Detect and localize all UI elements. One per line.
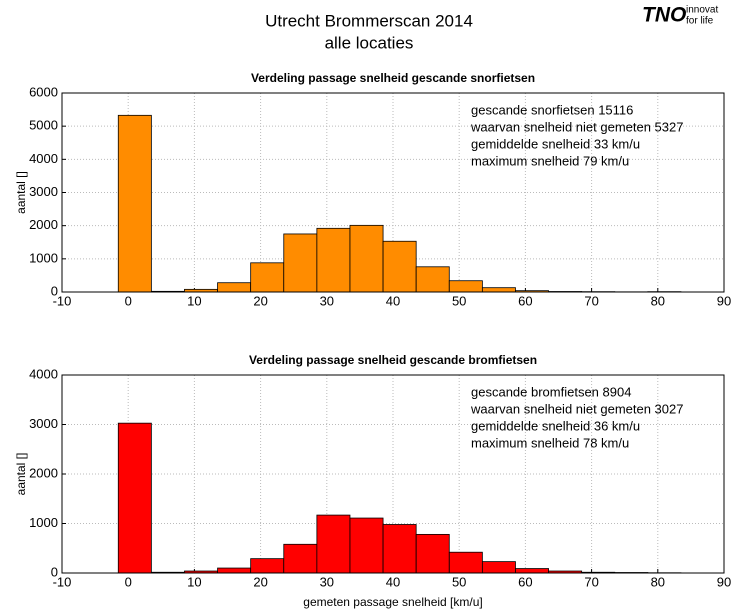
x-tick-label: -10 bbox=[53, 574, 72, 589]
y-tick-label: 1000 bbox=[29, 250, 58, 265]
x-tick-label: 30 bbox=[320, 293, 334, 308]
y-tick-label: 1000 bbox=[29, 515, 58, 530]
x-tick-label: 30 bbox=[320, 574, 334, 589]
bar bbox=[481, 287, 516, 293]
x-tick-label: 80 bbox=[651, 293, 665, 308]
bar bbox=[515, 568, 549, 574]
bar bbox=[448, 551, 483, 574]
x-tick-label: -10 bbox=[53, 293, 72, 308]
y-tick-label: 2000 bbox=[29, 217, 58, 232]
bar bbox=[316, 514, 351, 574]
chart-title: Verdeling passage snelheid gescande brom… bbox=[249, 353, 537, 367]
annotation: maximum snelheid 78 km/u bbox=[471, 435, 629, 450]
x-tick-label: 10 bbox=[187, 293, 201, 308]
x-tick-label: 70 bbox=[584, 574, 598, 589]
bar bbox=[415, 266, 450, 293]
x-tick-label: 60 bbox=[518, 574, 532, 589]
y-tick-label: 4000 bbox=[29, 366, 58, 381]
bar bbox=[283, 233, 318, 293]
x-tick-label: 10 bbox=[187, 574, 201, 589]
annotation: waarvan snelheid niet gemeten 3027 bbox=[470, 401, 683, 416]
x-tick-label: 50 bbox=[452, 574, 466, 589]
x-tick-label: 90 bbox=[717, 293, 731, 308]
annotation: waarvan snelheid niet gemeten 5327 bbox=[470, 119, 683, 134]
x-axis-label: gemeten passage snelheid [km/u] bbox=[303, 595, 482, 609]
bar bbox=[250, 262, 285, 293]
annotation: maximum snelheid 79 km/u bbox=[471, 153, 629, 168]
bar bbox=[117, 422, 152, 574]
annotation: gescande bromfietsen 8904 bbox=[471, 384, 631, 399]
bar bbox=[349, 224, 384, 293]
logo: TNO bbox=[642, 4, 686, 27]
y-tick-label: 5000 bbox=[29, 118, 58, 133]
y-tick-label: 0 bbox=[51, 564, 58, 579]
x-tick-label: 90 bbox=[717, 574, 731, 589]
bar bbox=[117, 114, 152, 293]
bar bbox=[382, 240, 417, 293]
x-tick-label: 0 bbox=[125, 574, 132, 589]
y-tick-label: 2000 bbox=[29, 465, 58, 480]
bar bbox=[217, 567, 252, 574]
x-tick-label: 80 bbox=[651, 574, 665, 589]
bar bbox=[382, 524, 417, 574]
y-axis-label: aantal [] bbox=[14, 171, 28, 214]
bar bbox=[448, 280, 483, 293]
x-tick-label: 20 bbox=[253, 293, 267, 308]
plot-frame bbox=[61, 92, 725, 293]
logo-tagline: innovat bbox=[686, 5, 718, 16]
y-axis-label: aantal [] bbox=[14, 453, 28, 496]
page-subtitle: alle locaties bbox=[325, 33, 414, 52]
bar bbox=[316, 227, 351, 293]
y-tick-label: 3000 bbox=[29, 416, 58, 431]
x-tick-label: 60 bbox=[518, 293, 532, 308]
annotation: gemiddelde snelheid 36 km/u bbox=[471, 418, 640, 433]
bar bbox=[283, 543, 318, 574]
logo-tagline: for life bbox=[686, 16, 714, 27]
chart-title: Verdeling passage snelheid gescande snor… bbox=[251, 71, 535, 85]
y-tick-label: 0 bbox=[51, 283, 58, 298]
x-tick-label: 40 bbox=[386, 293, 400, 308]
bar bbox=[415, 533, 450, 574]
y-tick-label: 3000 bbox=[29, 184, 58, 199]
page-title: Utrecht Brommerscan 2014 bbox=[265, 11, 473, 30]
y-tick-label: 4000 bbox=[29, 151, 58, 166]
plot-frame bbox=[61, 374, 725, 574]
x-tick-label: 0 bbox=[125, 293, 132, 308]
x-tick-label: 70 bbox=[584, 293, 598, 308]
annotation: gescande snorfietsen 15116 bbox=[471, 102, 633, 117]
bar bbox=[481, 561, 516, 574]
x-tick-label: 50 bbox=[452, 293, 466, 308]
bar bbox=[349, 517, 384, 574]
y-tick-label: 6000 bbox=[29, 84, 58, 99]
annotation: gemiddelde snelheid 33 km/u bbox=[471, 136, 640, 151]
bar bbox=[250, 558, 285, 574]
x-tick-label: 20 bbox=[253, 574, 267, 589]
bar bbox=[217, 282, 252, 293]
x-tick-label: 40 bbox=[386, 574, 400, 589]
